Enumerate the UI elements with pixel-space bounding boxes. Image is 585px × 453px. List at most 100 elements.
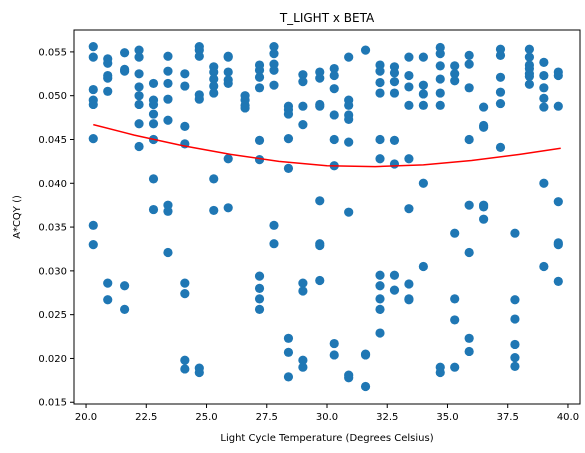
data-point (418, 100, 428, 110)
data-point (539, 178, 549, 188)
data-point (103, 58, 113, 68)
data-point (344, 137, 354, 147)
data-point (389, 88, 400, 98)
data-point (450, 61, 460, 71)
x-tick-label: 37.5 (497, 412, 519, 423)
data-point (435, 367, 445, 378)
data-point (418, 89, 428, 99)
data-point (180, 278, 190, 288)
data-point (539, 93, 549, 103)
data-point (148, 119, 159, 129)
data-point (134, 69, 144, 79)
data-point (389, 159, 400, 169)
data-point (375, 294, 385, 304)
data-point (315, 73, 325, 83)
data-point (254, 65, 265, 75)
data-point (254, 155, 265, 165)
data-point (269, 239, 279, 249)
data-point (209, 67, 219, 77)
data-point (223, 154, 233, 164)
data-point (254, 304, 265, 315)
fit-curve (93, 123, 561, 168)
data-point (479, 122, 489, 132)
data-point (404, 82, 414, 92)
data-point (435, 100, 445, 110)
data-point (524, 71, 535, 82)
data-point (269, 220, 279, 230)
data-point (269, 80, 279, 90)
data-point (163, 115, 173, 125)
data-point (360, 45, 371, 55)
data-point (375, 281, 385, 291)
plot-area (88, 42, 563, 392)
data-point (553, 276, 563, 286)
data-point (283, 333, 294, 343)
data-point (450, 69, 460, 79)
data-point (134, 99, 144, 110)
data-point (329, 338, 339, 349)
data-point (464, 59, 474, 69)
data-point (464, 247, 474, 258)
data-point (375, 304, 385, 315)
data-point (283, 134, 294, 144)
data-point (495, 87, 506, 97)
data-point (120, 48, 130, 58)
data-point (539, 70, 549, 81)
y-tick-label: 0.040 (38, 179, 67, 190)
data-point (283, 372, 294, 382)
data-point (180, 289, 190, 299)
data-point (539, 83, 549, 93)
y-tick-label: 0.055 (38, 47, 67, 58)
data-point (329, 70, 339, 81)
y-tick-label: 0.035 (38, 223, 67, 234)
y-tick-label: 0.025 (38, 310, 67, 321)
data-point (510, 361, 520, 371)
data-point (553, 70, 563, 81)
x-tick-label: 32.5 (376, 412, 398, 423)
data-point (194, 94, 204, 104)
data-point (479, 214, 489, 224)
data-point (495, 50, 506, 61)
data-point (180, 121, 190, 131)
data-point (134, 141, 144, 152)
data-point (254, 283, 265, 293)
data-point (298, 77, 308, 87)
data-point (163, 94, 173, 104)
data-point (194, 367, 204, 378)
data-point (223, 78, 233, 89)
data-point (298, 355, 308, 365)
data-point (209, 74, 219, 84)
data-point (375, 77, 385, 88)
data-point (88, 42, 98, 52)
data-point (254, 83, 265, 93)
data-point (180, 81, 190, 91)
data-point (120, 66, 130, 76)
data-point (148, 204, 159, 215)
y-tick-label: 0.045 (38, 135, 67, 146)
data-point (510, 295, 520, 305)
y-axis-label: A*CQY () (12, 195, 23, 239)
data-point (103, 295, 113, 305)
data-point (464, 83, 474, 93)
data-point (163, 51, 173, 61)
data-point (298, 278, 308, 288)
data-point (479, 102, 489, 112)
data-point (134, 91, 144, 101)
data-point (180, 69, 190, 79)
y-tick-label: 0.030 (38, 266, 67, 277)
data-point (283, 163, 294, 173)
data-point (360, 381, 371, 392)
data-point (223, 67, 233, 77)
data-point (344, 373, 354, 383)
data-point (524, 52, 535, 62)
data-point (120, 281, 130, 291)
data-point (464, 50, 474, 61)
x-tick-label: 22.5 (135, 412, 157, 423)
data-point (375, 66, 385, 76)
data-point (209, 174, 219, 184)
data-point (88, 239, 98, 250)
data-point (435, 61, 445, 71)
data-point (180, 355, 190, 365)
data-point (389, 135, 400, 145)
data-point (539, 57, 549, 68)
